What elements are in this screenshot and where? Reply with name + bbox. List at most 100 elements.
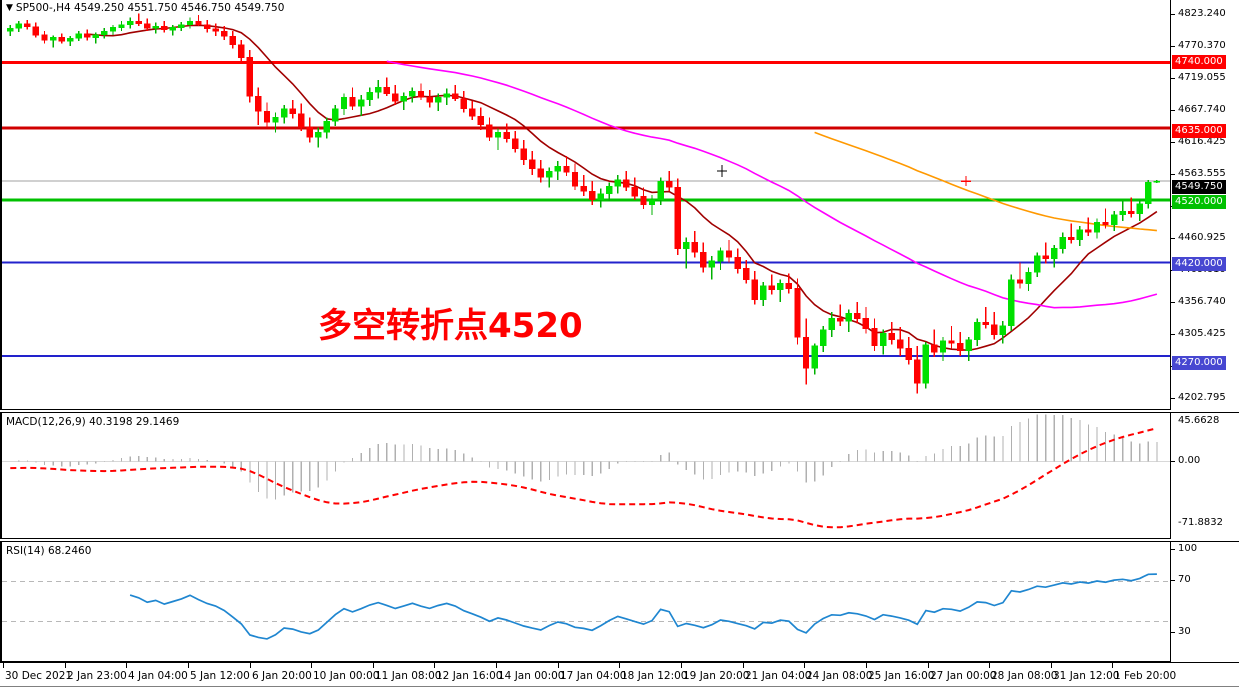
candle-bearish (785, 283, 793, 289)
price-axis[interactable]: 4823.240 4770.370 4719.055 4667.740 4616.425… (1170, 0, 1239, 410)
candle-bullish (597, 193, 604, 201)
price-plot-area[interactable] (2, 0, 1170, 409)
candle-bullish (1033, 255, 1041, 273)
macd-axis-label: -71.8832 (1178, 517, 1223, 528)
price-level-chip[interactable]: 4520.000 (1172, 195, 1226, 209)
candle-bullish (374, 87, 382, 93)
candle-bearish (520, 148, 527, 161)
candle-bullish (186, 20, 194, 26)
price-chart-panel[interactable]: 4823.240 4770.370 4719.055 4667.740 4616.425… (0, 0, 1239, 410)
candle-bearish (451, 93, 459, 99)
candle-bearish (511, 138, 519, 149)
price-axis-label: 4356.740 (1178, 296, 1226, 307)
rsi-axis-label: 70 (1178, 574, 1191, 585)
candle-bearish (742, 268, 750, 280)
candle-bearish (725, 250, 733, 258)
candle-bullish (49, 37, 57, 41)
price-level-chip[interactable]: 4549.750 (1172, 180, 1226, 194)
candle-bullish (648, 199, 656, 206)
candle-bullish (605, 185, 613, 194)
rsi-panel[interactable]: 100 70 30 (0, 541, 1239, 662)
time-axis-label: 19 Jan 20:00 (683, 670, 750, 682)
candle-bullish (683, 242, 690, 249)
macd-panel[interactable]: 45.6628 0.00 -71.8832 (0, 412, 1239, 539)
rsi-line (129, 573, 1157, 640)
price-series-svg (2, 13, 1170, 394)
candle-bullish (708, 260, 716, 268)
axis-tick (1171, 632, 1175, 633)
time-axis[interactable]: 30 Dec 2021 2 Jan 23:00 4 Jan 04:00 5 Jan 1… (0, 662, 1239, 689)
candle-bullish (1110, 214, 1118, 226)
time-axis-tick (496, 663, 497, 668)
candle-bullish (118, 24, 125, 28)
macd-axis[interactable]: 45.6628 0.00 -71.8832 (1170, 413, 1239, 539)
panel-left-edge (0, 0, 2, 409)
time-axis-tick (681, 663, 682, 668)
time-axis-label: 21 Jan 04:00 (745, 670, 812, 682)
candle-bearish (956, 343, 964, 352)
candle-bullish (811, 345, 818, 369)
price-level-chip[interactable]: 4740.000 (1172, 55, 1226, 69)
candle-bearish (905, 348, 912, 360)
candle-bullish (1051, 248, 1058, 259)
candle-bearish (991, 324, 998, 336)
candle-bullish (973, 321, 981, 341)
candle-bullish (67, 37, 74, 42)
rsi-axis[interactable]: 100 70 30 (1170, 542, 1239, 662)
candle-bullish (178, 24, 185, 28)
candle-bearish (417, 90, 425, 98)
candle-bearish (246, 57, 254, 97)
candle-bearish (238, 44, 245, 58)
candle-bullish (546, 170, 553, 178)
candle-bullish (554, 165, 562, 172)
axis-tick (1171, 78, 1175, 79)
time-axis-label: 27 Jan 00:00 (930, 670, 997, 682)
candle-bearish (665, 180, 673, 188)
price-level-chip[interactable]: 4635.000 (1172, 124, 1226, 138)
candle-bearish (700, 252, 707, 268)
candle-bullish (169, 27, 176, 31)
candle-bullish (1136, 203, 1144, 214)
price-axis-label: 4616.425 (1178, 136, 1226, 147)
candle-bearish (802, 336, 810, 369)
candle-bearish (537, 168, 545, 178)
candle-bullish (965, 339, 972, 352)
time-axis-tick (558, 663, 559, 668)
candle-bullish (315, 132, 322, 138)
time-axis-label: 30 Dec 2021 (5, 670, 73, 682)
candle-bearish (854, 313, 861, 319)
axis-tick (1171, 142, 1175, 143)
candle-bearish (306, 127, 313, 138)
price-axis-label: 4770.370 (1178, 40, 1226, 51)
candle-bullish (1008, 279, 1015, 327)
rsi-plot-area[interactable] (2, 542, 1170, 661)
candle-bearish (212, 28, 219, 32)
price-level-chip[interactable]: 4420.000 (1172, 257, 1226, 271)
candle-bearish (426, 97, 433, 103)
candle-bearish (794, 288, 801, 338)
candle-bearish (691, 242, 699, 253)
candle-bullish (1076, 229, 1084, 241)
time-axis-tick (619, 663, 620, 668)
candle-bullish (1025, 271, 1032, 284)
macd-axis-label: 0.00 (1178, 455, 1201, 466)
chevron-down-icon[interactable]: ▼ (6, 3, 13, 13)
macd-plot-area[interactable] (2, 413, 1170, 538)
panel-left-edge (0, 542, 2, 661)
candle-bearish (1016, 279, 1024, 284)
candle-bearish (503, 132, 510, 139)
candle-bullish (1145, 182, 1152, 204)
time-axis-label: 24 Jan 08:00 (806, 670, 873, 682)
price-level-chip[interactable]: 4270.000 (1172, 356, 1226, 370)
candle-bullish (357, 99, 365, 107)
time-axis-label: 18 Jan 12:00 (621, 670, 688, 682)
price-axis-label: 4823.240 (1178, 8, 1226, 19)
candle-bearish (751, 279, 758, 301)
time-axis-label: 1 Feb 20:00 (1114, 670, 1177, 682)
candle-bullish (340, 97, 348, 109)
candle-bearish (948, 340, 955, 344)
candle-bearish (221, 30, 228, 37)
candle-bullish (879, 333, 887, 347)
time-axis-tick (866, 663, 867, 668)
candle-bullish (152, 25, 159, 29)
